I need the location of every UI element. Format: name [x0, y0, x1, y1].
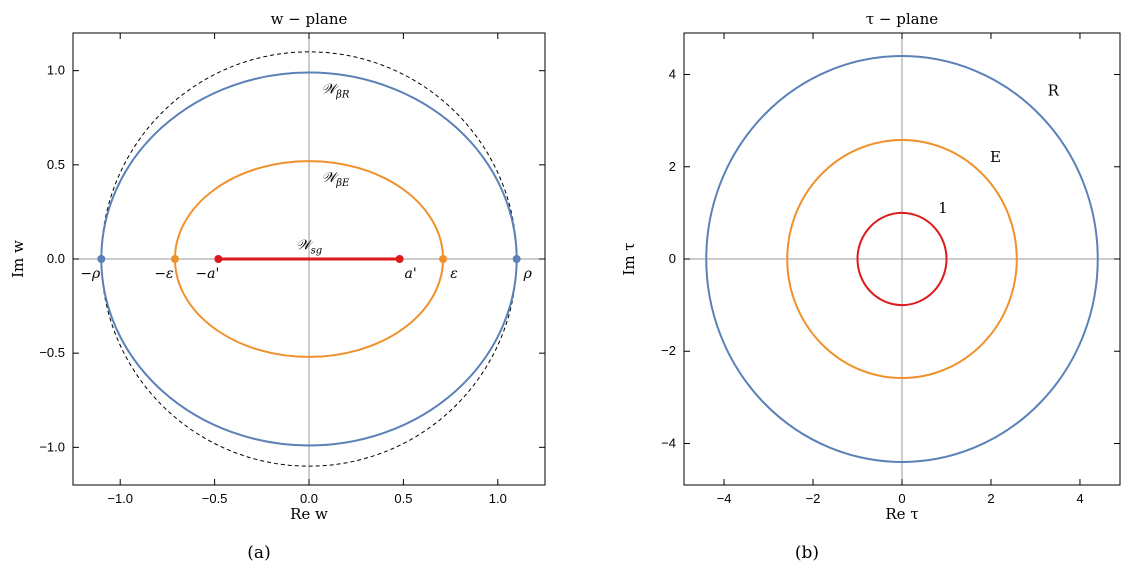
point-marker — [439, 255, 448, 263]
curve-label-subscript: sg — [311, 246, 323, 257]
curve-label-subscript: βE — [335, 178, 350, 189]
point-label: −ρ — [80, 266, 101, 282]
tau-plane-chart: R E 1 −4 −2 0 2 4 −4 −2 0 2 4 τ − plane Re τ Im τ (b) — [620, 10, 1121, 563]
y-tick-label: −4 — [661, 435, 676, 450]
x-tick-label: 1.0 — [489, 491, 507, 506]
curve-label-subscript: βR — [335, 89, 350, 100]
chart-title: w − plane — [271, 10, 348, 28]
y-tick-label: 1.0 — [47, 63, 65, 78]
x-tick-label: 0.0 — [300, 491, 318, 506]
y-tick-label: 0.5 — [47, 157, 65, 172]
x-tick-label: −0.5 — [202, 491, 228, 506]
x-tick-label: −2 — [806, 491, 821, 506]
curve-label: 𝒲βR — [321, 81, 349, 100]
y-tick-label: −0.5 — [39, 345, 65, 360]
y-tick-label: 2 — [669, 159, 676, 174]
x-tick-label: −1.0 — [107, 491, 133, 506]
point-label: −ε — [154, 266, 173, 282]
point-marker — [512, 255, 521, 263]
x-axis-label: Re τ — [885, 505, 918, 523]
y-tick-label: 0 — [669, 251, 676, 266]
y-tick-label: 4 — [669, 67, 676, 82]
curve-label-base: 𝒲 — [321, 81, 339, 97]
curve-label-base: 𝒲 — [296, 238, 314, 254]
y-tick-label: 0.0 — [47, 251, 65, 266]
point-marker — [395, 255, 404, 263]
y-axis-label: Im τ — [620, 242, 638, 275]
curve-label-base: 𝒲 — [322, 170, 340, 186]
point-marker — [214, 255, 223, 263]
curve-label: 𝒲βE — [322, 170, 350, 189]
curve-circle-0 — [705, 55, 1099, 463]
panel-caption: (a) — [247, 543, 270, 563]
y-tick-label: −1.0 — [39, 439, 65, 454]
x-axis-label: Re w — [290, 505, 328, 523]
curve-circle-1 — [786, 139, 1018, 379]
curve-circle-2 — [856, 211, 948, 307]
curve-label: 𝒲sg — [296, 238, 322, 257]
point-marker — [97, 255, 106, 263]
x-tick-label: 2 — [987, 491, 994, 506]
point-label: ρ — [523, 266, 533, 282]
x-tick-label: 4 — [1076, 491, 1083, 506]
curve-label: E — [990, 148, 1001, 166]
curve-label: R — [1048, 81, 1060, 99]
panel-caption: (b) — [795, 543, 819, 563]
x-tick-label: 0 — [898, 491, 905, 506]
point-label: −a' — [195, 266, 219, 282]
point-label: a' — [405, 266, 417, 282]
chart-title: τ − plane — [866, 10, 938, 28]
y-tick-label: −2 — [661, 343, 676, 358]
x-tick-label: 0.5 — [394, 491, 412, 506]
y-axis-label: Im w — [9, 240, 27, 278]
x-tick-label: −4 — [717, 491, 732, 506]
curve-label: 1 — [938, 199, 948, 217]
point-label: ε — [450, 266, 458, 282]
point-marker — [170, 255, 179, 263]
